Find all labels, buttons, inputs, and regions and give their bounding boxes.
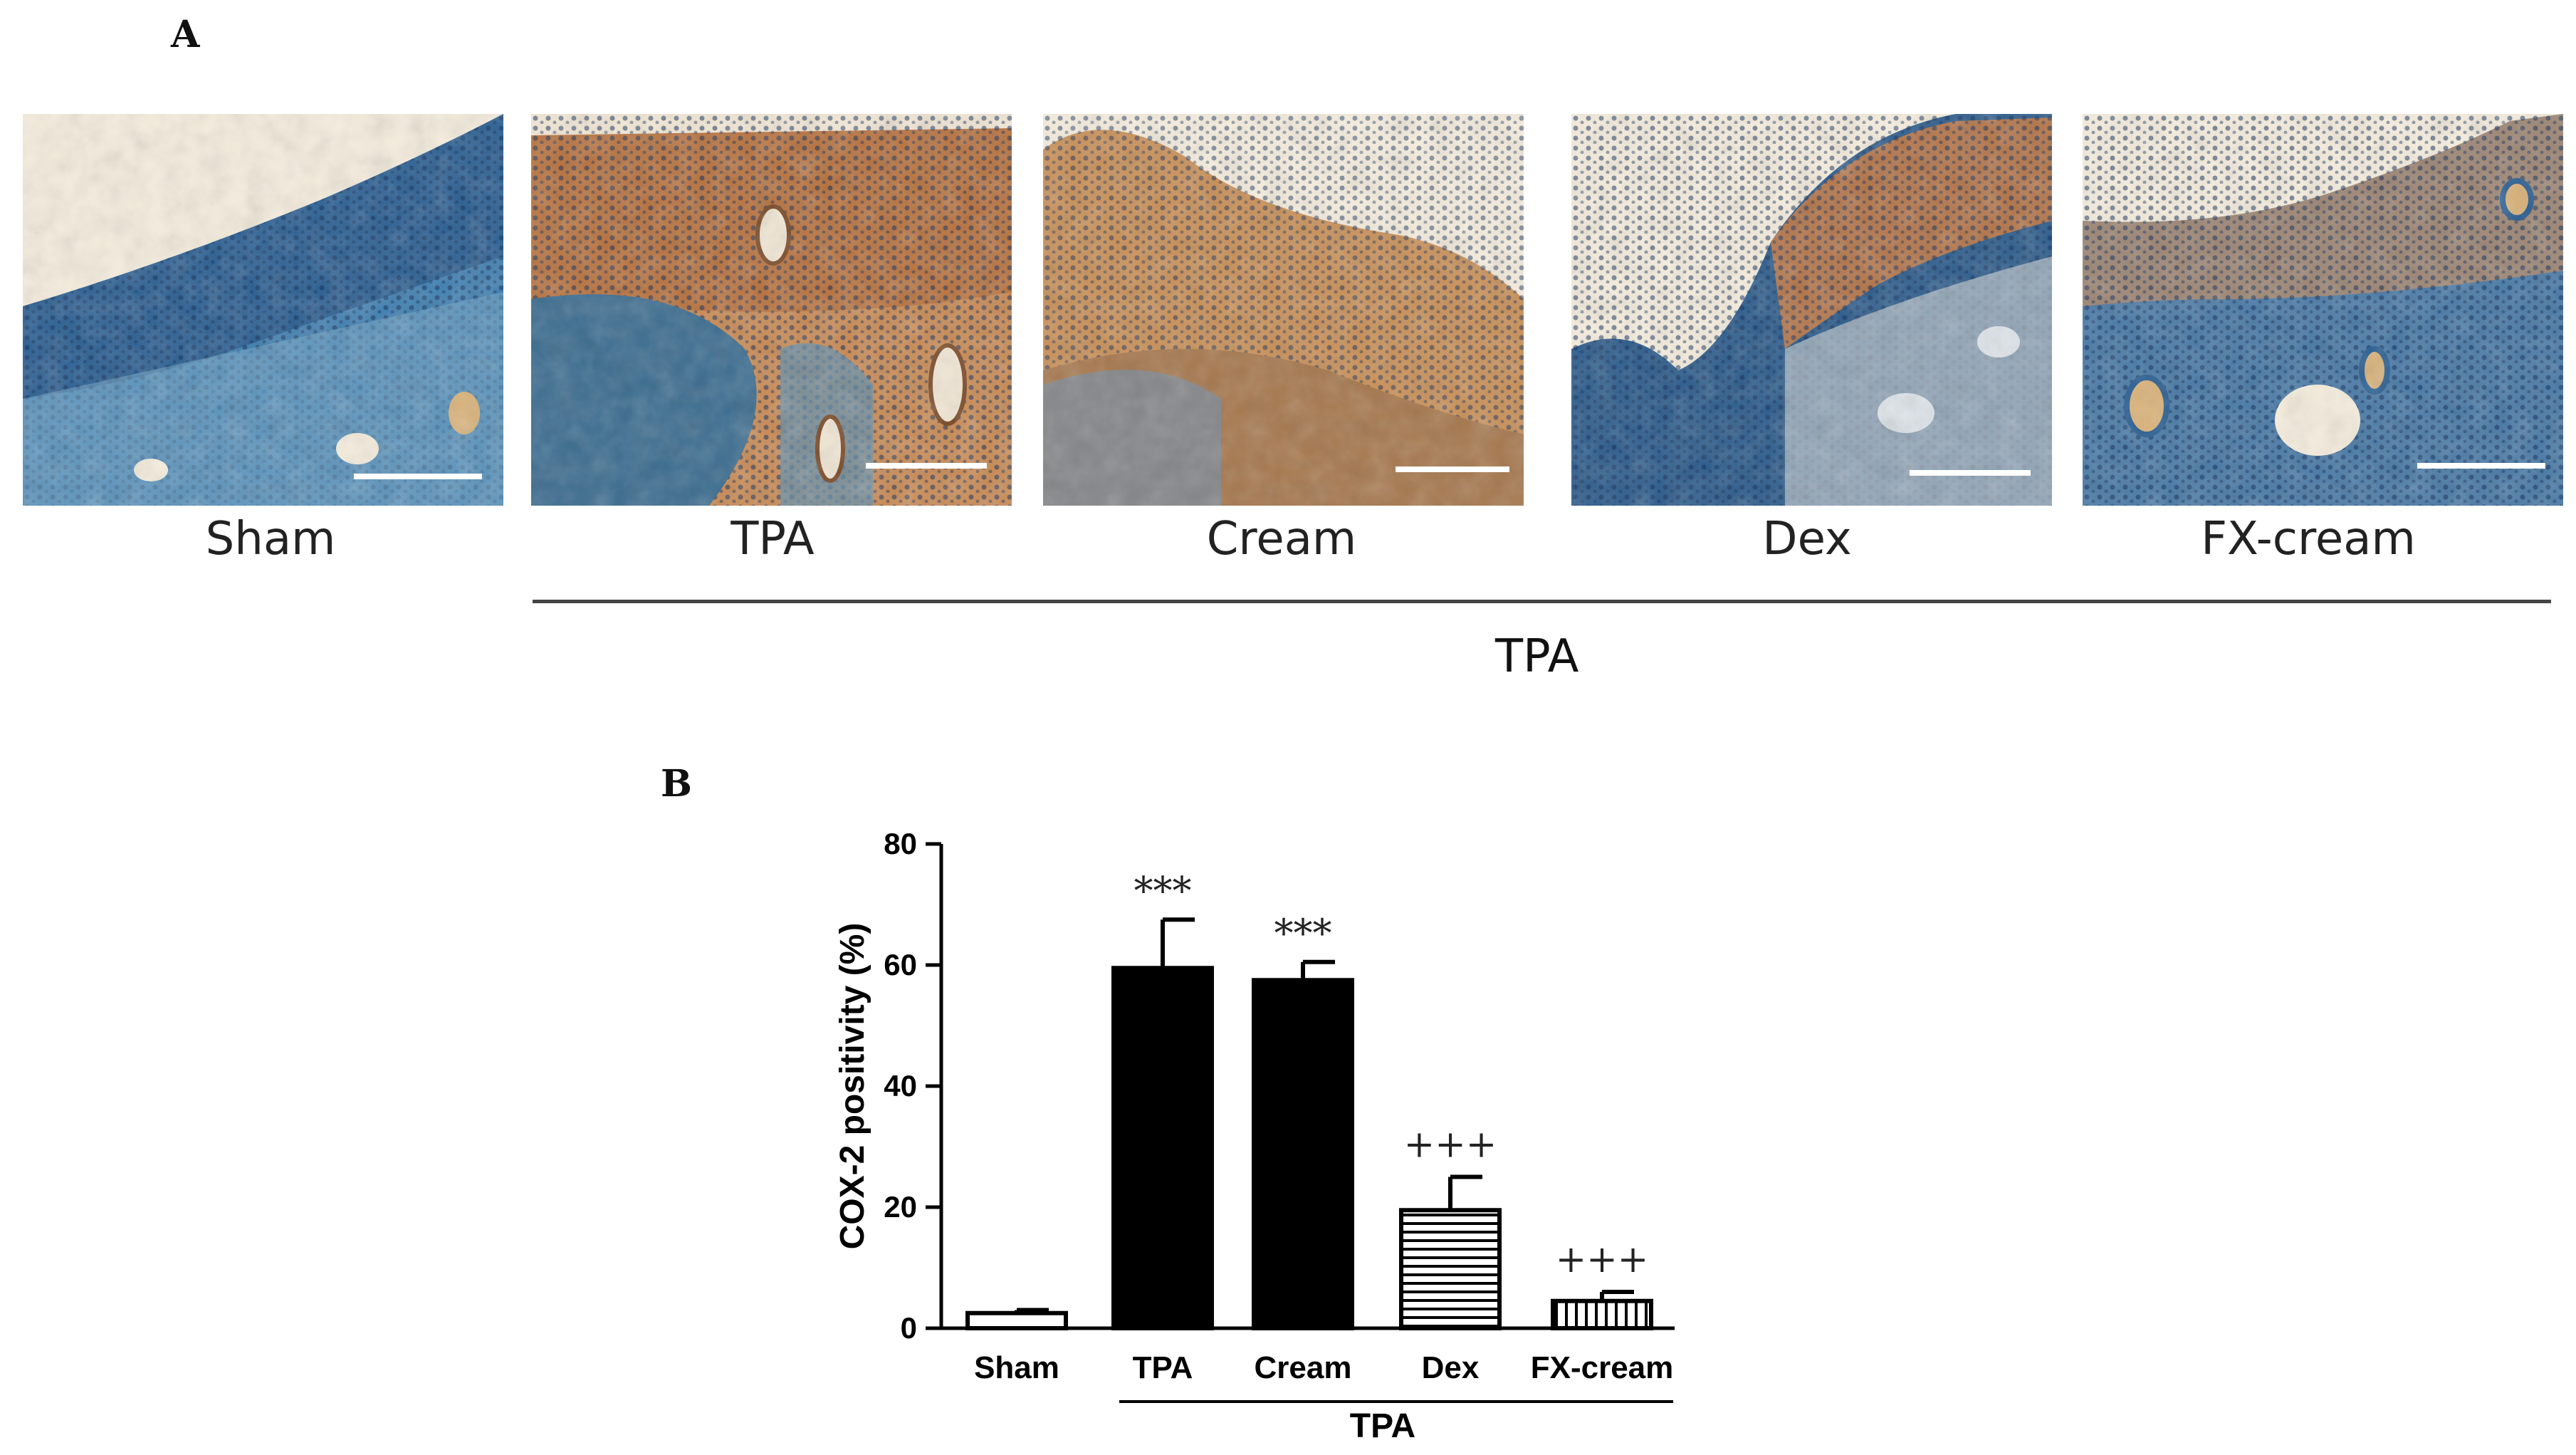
significance-annotation: +++	[1404, 1124, 1497, 1167]
panel-a-letter: A	[171, 13, 200, 56]
panel-a-group-line	[533, 600, 2551, 603]
x-category-label: Dex	[1422, 1350, 1480, 1385]
significance-annotation: +++	[1556, 1238, 1649, 1281]
bar	[1111, 966, 1214, 1330]
panel-b-letter: B	[661, 762, 692, 805]
x-category-label: Cream	[1255, 1350, 1352, 1385]
panel-a-group-label: TPA	[1495, 630, 1579, 683]
y-tick-label: 80	[884, 827, 917, 860]
bar	[1252, 978, 1354, 1330]
y-tick-label: 0	[901, 1311, 917, 1345]
bar	[965, 1310, 1068, 1330]
x-category-label: Sham	[974, 1350, 1059, 1385]
group-bracket-label: TPA	[1350, 1407, 1415, 1445]
y-tick-label: 20	[884, 1190, 917, 1224]
micrograph-tpa	[531, 114, 1012, 506]
micrograph-fx-cream	[2083, 114, 2563, 506]
significance-annotation: ***	[1274, 911, 1332, 956]
micrograph-label-cream: Cream	[1206, 513, 1357, 565]
micrograph-label-fx-cream: FX-cream	[2201, 513, 2416, 565]
micrograph-cream	[1043, 114, 1524, 506]
bar	[1399, 1208, 1502, 1330]
y-tick-label: 40	[884, 1069, 917, 1102]
micrograph-dex	[1571, 114, 2052, 506]
micrograph-sham	[23, 114, 503, 506]
micrograph-label-tpa: TPA	[731, 513, 815, 565]
x-category-label: FX-cream	[1531, 1350, 1674, 1385]
x-category-label: TPA	[1133, 1350, 1193, 1385]
micrograph-label-sham: Sham	[205, 513, 336, 565]
significance-annotation: ***	[1134, 868, 1192, 913]
bar	[1551, 1298, 1653, 1330]
y-axis-label: COX-2 positivity (%)	[834, 923, 871, 1250]
y-tick-label: 60	[884, 948, 917, 981]
micrograph-label-dex: Dex	[1762, 513, 1852, 565]
